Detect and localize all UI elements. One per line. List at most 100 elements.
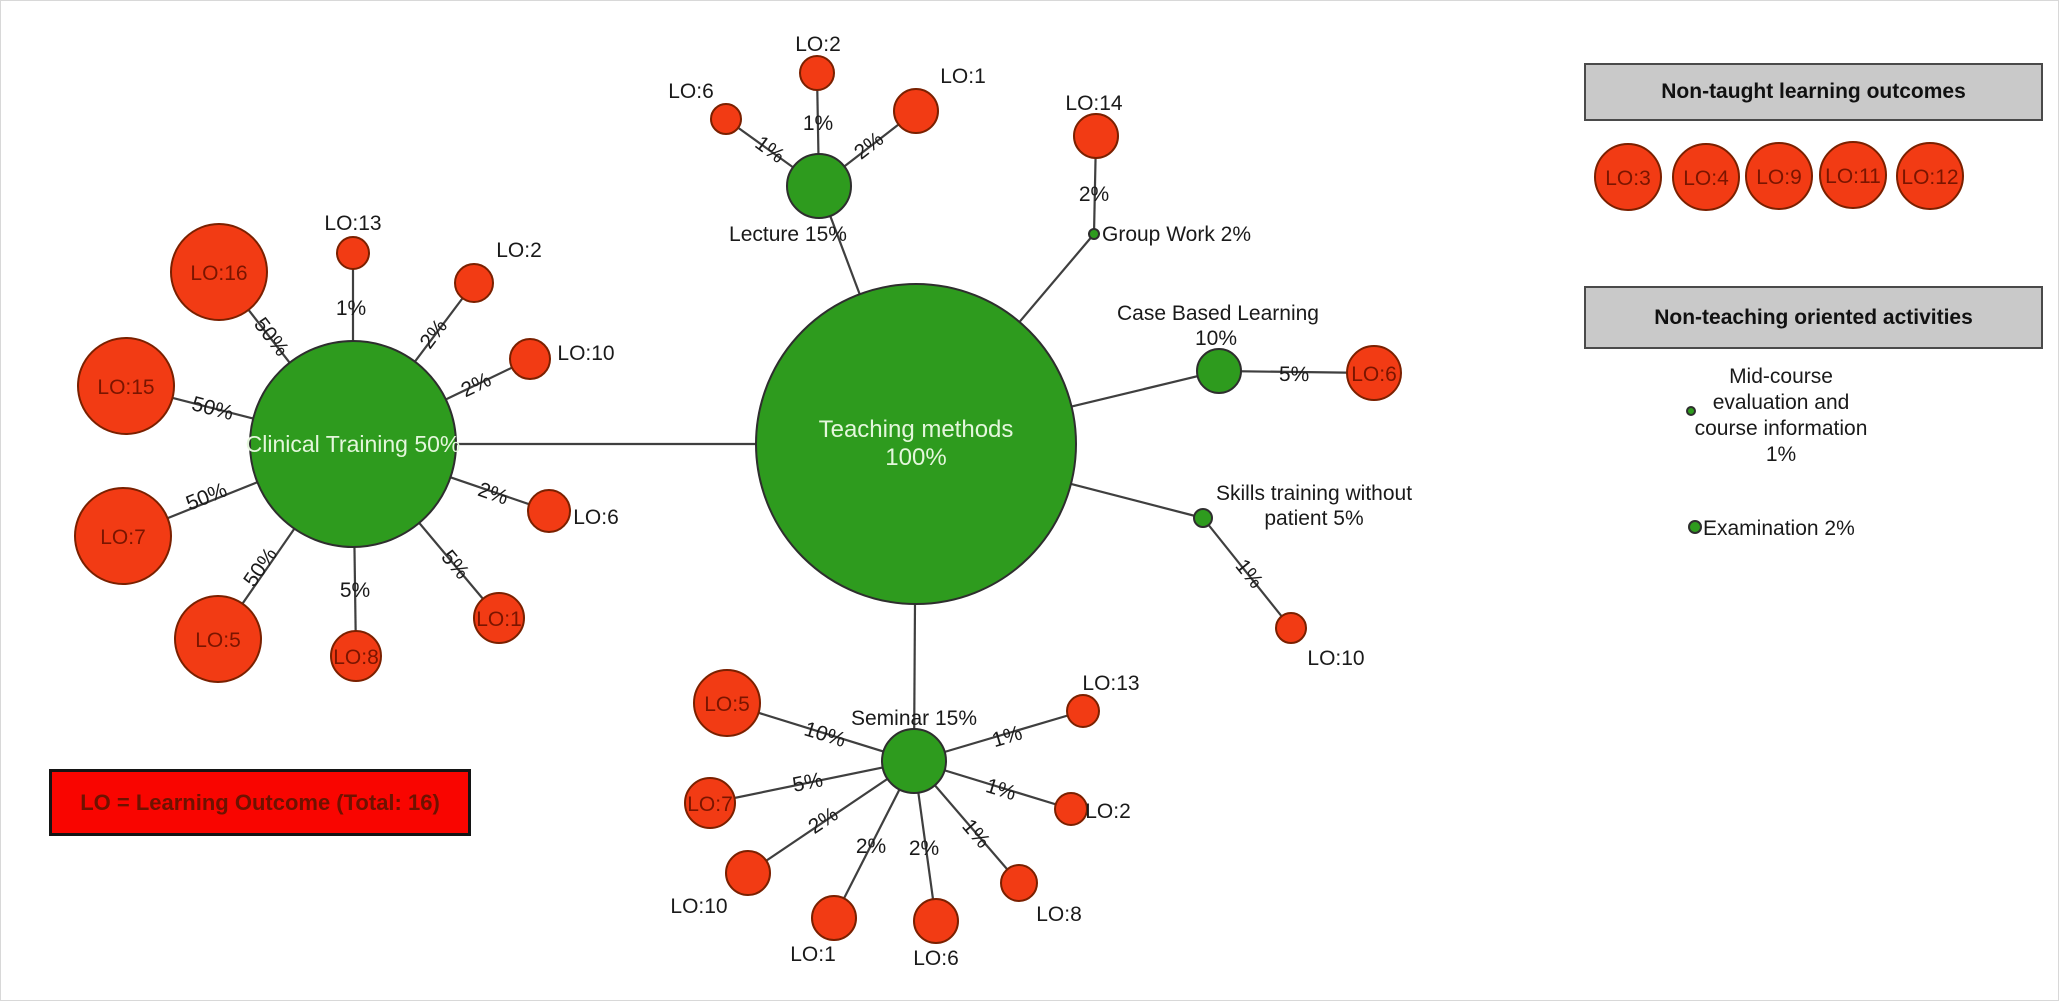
node-clinical-training-lo-6: [527, 489, 571, 533]
label-mid-course-evaluation-line2: course information: [1695, 417, 1868, 440]
label-non-taught-lo-9: LO:9: [1756, 166, 1802, 189]
node-non-taught-lo-3: [1594, 143, 1662, 211]
label-group-work-lo-14: LO:14: [1065, 92, 1123, 115]
label-seminar-lo-13: LO:13: [1082, 672, 1139, 695]
pct-lecture-lo-6: 1%: [751, 132, 789, 168]
node-clinical-training-lo-5: [174, 595, 262, 683]
pct-clinical-training-lo-6: 2%: [475, 478, 511, 510]
label-seminar-lo-2: LO:2: [1085, 800, 1131, 823]
label-mid-course-evaluation-line0: Mid-course: [1729, 365, 1833, 388]
node-clinical-training: [249, 340, 457, 548]
label-lecture-lo-1: LO:1: [940, 65, 986, 88]
label-clinical-training-lo-15: LO:15: [97, 376, 154, 399]
label-clinical-training-lo-2: LO:2: [496, 239, 542, 262]
label-case-based-learning-line0: Case Based Learning: [1117, 302, 1319, 325]
node-seminar-lo-6: [913, 898, 959, 944]
node-seminar-lo-13: [1066, 694, 1100, 728]
node-lecture-lo-1: [893, 88, 939, 134]
label-clinical-training-lo-16: LO:16: [190, 262, 247, 285]
node-lecture: [786, 153, 852, 219]
pct-clinical-training-lo-15: 50%: [189, 392, 235, 425]
node-seminar: [881, 728, 947, 794]
label-seminar-lo-7: LO:7: [687, 793, 733, 816]
pct-seminar-lo-5: 10%: [801, 718, 848, 752]
label-case-based-learning-lo-6: LO:6: [1351, 363, 1397, 386]
node-group-work: [1088, 228, 1100, 240]
pct-lecture-lo-2: 1%: [803, 112, 833, 135]
learning-outcome-legend: LO = Learning Outcome (Total: 16): [49, 769, 471, 836]
node-seminar-lo-8: [1000, 864, 1038, 902]
pct-seminar-lo-7: 5%: [791, 768, 825, 797]
node-clinical-training-lo-1: [473, 592, 525, 644]
node-lecture-lo-6: [710, 103, 742, 135]
node-clinical-training-lo-15: [77, 337, 175, 435]
node-clinical-training-lo-16: [170, 223, 268, 321]
node-group-work-lo-14: [1073, 113, 1119, 159]
node-non-taught-lo-4: [1672, 143, 1740, 211]
dot-mid-course-evaluation: [1686, 406, 1696, 416]
node-non-taught-lo-12: [1896, 142, 1964, 210]
node-clinical-training-lo-2: [454, 263, 494, 303]
pct-seminar-lo-10: 2%: [804, 803, 842, 839]
pct-clinical-training-lo-8: 5%: [340, 579, 370, 602]
label-seminar-line0: Seminar 15%: [851, 707, 977, 730]
label-seminar-lo-6: LO:6: [913, 947, 959, 970]
label-seminar-lo-5: LO:5: [704, 693, 750, 716]
label-clinical-training-lo-13: LO:13: [324, 212, 381, 235]
label-clinical-training-lo-7: LO:7: [100, 526, 146, 549]
node-case-based-learning-lo-6: [1346, 345, 1402, 401]
pct-clinical-training-lo-7: 50%: [183, 478, 231, 515]
node-clinical-training-lo-13: [336, 236, 370, 270]
label-lecture-lo-2: LO:2: [795, 33, 841, 56]
node-seminar-lo-1: [811, 895, 857, 941]
node-skills-training-without-patient: [1193, 508, 1213, 528]
label-lecture-lo-6: LO:6: [668, 80, 714, 103]
label-skills-training-without-patient-line1: patient 5%: [1264, 507, 1363, 530]
label-mid-course-evaluation-line3: 1%: [1766, 443, 1796, 466]
label-non-taught-lo-12: LO:12: [1901, 166, 1958, 189]
label-lecture-line0: Lecture 15%: [729, 223, 847, 246]
edge-seminar-lo-7: [709, 759, 915, 805]
node-clinical-training-lo-8: [330, 630, 382, 682]
pct-seminar-lo-6: 2%: [909, 837, 939, 860]
node-non-taught-lo-11: [1819, 141, 1887, 209]
pct-clinical-training-lo-13: 1%: [336, 297, 366, 320]
label-seminar-lo-1: LO:1: [790, 943, 836, 966]
label-teaching-methods-line0: Teaching methods: [819, 416, 1014, 443]
label-skills-training-without-patient-line0: Skills training without: [1216, 482, 1412, 505]
pct-group-work-lo-14: 2%: [1079, 183, 1109, 206]
label-clinical-training-lo-10: LO:10: [557, 342, 614, 365]
node-clinical-training-lo-10: [509, 338, 551, 380]
node-seminar-lo-7: [684, 777, 736, 829]
label-non-taught-lo-4: LO:4: [1683, 167, 1729, 190]
node-seminar-lo-10: [725, 850, 771, 896]
node-clinical-training-lo-7: [74, 487, 172, 585]
label-skills-training-without-patient-lo-10: LO:10: [1307, 647, 1364, 670]
node-teaching-methods: [755, 283, 1077, 605]
non-teaching-activities-header: Non-teaching oriented activities: [1584, 286, 2043, 349]
pct-case-based-learning-lo-6: 5%: [1279, 363, 1310, 386]
node-lecture-lo-2: [799, 55, 835, 91]
label-non-taught-lo-11: LO:11: [1825, 165, 1881, 188]
label-clinical-training-lo-5: LO:5: [195, 629, 241, 652]
node-case-based-learning: [1196, 348, 1242, 394]
pct-seminar-lo-2: 1%: [983, 774, 1019, 805]
label-clinical-training: Clinical Training 50%: [246, 431, 461, 457]
label-clinical-training-lo-6: LO:6: [573, 506, 619, 529]
dot-examination: [1688, 520, 1702, 534]
label-mid-course-evaluation-line1: evaluation and: [1713, 391, 1850, 414]
pct-seminar-lo-13: 1%: [989, 721, 1025, 752]
edge-skills-training-without-patient-lo-10: [1202, 517, 1292, 629]
label-seminar-lo-8: LO:8: [1036, 903, 1082, 926]
label-group-work-line0: Group Work 2%: [1102, 223, 1251, 246]
pct-clinical-training-lo-5: 50%: [239, 543, 282, 591]
non-taught-outcomes-header: Non-taught learning outcomes: [1584, 63, 2043, 121]
label-non-taught-lo-3: LO:3: [1605, 167, 1651, 190]
node-non-taught-lo-9: [1745, 142, 1813, 210]
pct-seminar-lo-1: 2%: [856, 835, 886, 858]
node-seminar-lo-5: [693, 669, 761, 737]
node-skills-training-without-patient-lo-10: [1275, 612, 1307, 644]
label-seminar-lo-10: LO:10: [670, 895, 727, 918]
